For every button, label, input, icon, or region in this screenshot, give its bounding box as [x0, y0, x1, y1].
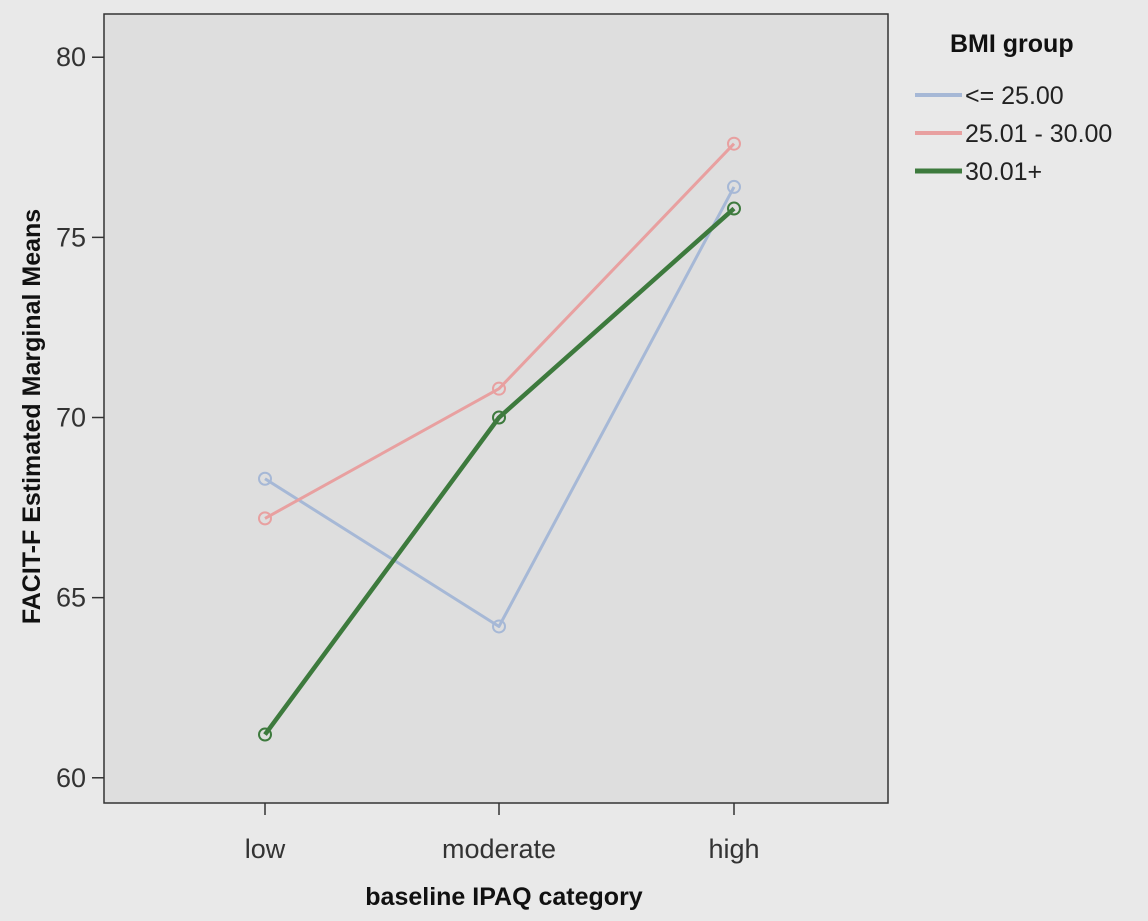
data-point	[492, 619, 506, 634]
x-axis-title: baseline IPAQ category	[365, 883, 643, 911]
series-line	[264, 186, 736, 628]
data-point	[492, 410, 506, 425]
data-point	[258, 471, 272, 486]
y-axis: 60 65 70 75 80	[56, 42, 104, 793]
legend-label: <= 25.00	[965, 82, 1064, 110]
y-tick-label: 80	[56, 42, 86, 72]
y-tick-label: 60	[56, 763, 86, 793]
legend-item: 30.01+	[915, 158, 1042, 186]
series-layer	[258, 136, 741, 742]
series-3	[258, 201, 741, 742]
x-tick-label: low	[245, 834, 286, 864]
data-point	[727, 201, 741, 216]
legend-item: <= 25.00	[915, 82, 1064, 110]
y-tick-label: 70	[56, 403, 86, 433]
legend-title: BMI group	[950, 30, 1074, 58]
data-point	[727, 179, 741, 194]
legend-item: 25.01 - 30.00	[915, 120, 1112, 148]
series-2	[258, 136, 741, 526]
y-axis-title: FACIT-F Estimated Marginal Means	[18, 209, 46, 624]
y-tick-label: 75	[56, 222, 86, 252]
series-1	[258, 179, 741, 634]
data-point	[258, 511, 272, 526]
data-point	[492, 381, 506, 396]
legend: BMI group <= 25.00 25.01 - 30.00 30.01+	[915, 30, 1112, 186]
data-point	[258, 727, 272, 742]
y-tick-label: 65	[56, 583, 86, 613]
series-line	[263, 206, 736, 736]
x-axis: low moderate high	[245, 803, 760, 864]
legend-items: <= 25.00 25.01 - 30.00 30.01+	[915, 82, 1112, 186]
x-tick-label: moderate	[442, 834, 556, 864]
data-point	[727, 136, 741, 151]
legend-label: 25.01 - 30.00	[965, 120, 1112, 148]
legend-label: 30.01+	[965, 158, 1042, 186]
x-tick-label: high	[708, 834, 759, 864]
plot-area	[103, 13, 889, 804]
series-line	[264, 142, 736, 520]
